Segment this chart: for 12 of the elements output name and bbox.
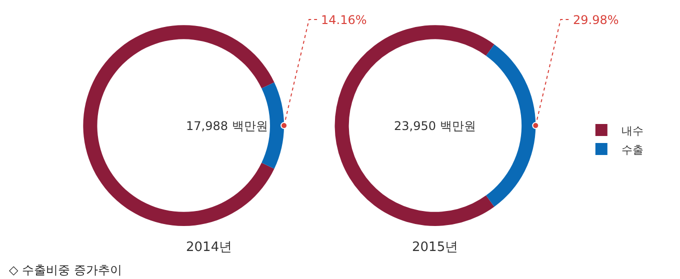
- text: 17,988 백만원: [186, 119, 268, 133]
- legend-label: 내수: [621, 124, 644, 138]
- text: 23,950 백만원: [394, 119, 476, 133]
- text: 2014년: [186, 240, 232, 255]
- legend-label: 수출: [621, 143, 644, 156]
- data-label: 29.98%: [573, 13, 619, 27]
- text: ◇ 수출비중 증가추이: [9, 263, 122, 277]
- donut-slice: [486, 44, 536, 207]
- text: 2015년: [412, 240, 458, 255]
- donut-slice: [83, 25, 274, 226]
- data-label: 14.16%: [321, 13, 367, 27]
- donut-slice: [334, 25, 494, 226]
